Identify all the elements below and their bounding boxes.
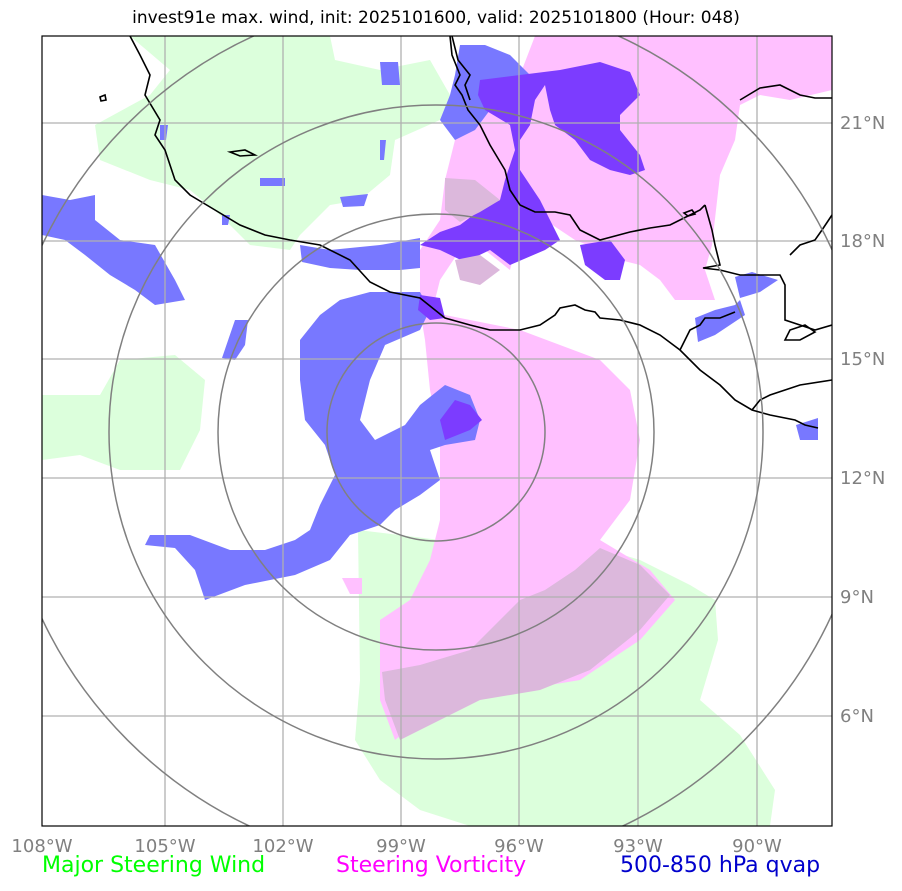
lat-tick: 18°N bbox=[840, 231, 885, 252]
coastlines bbox=[99, 36, 832, 429]
lon-tick: 96°W bbox=[494, 836, 544, 857]
lat-tick: 15°N bbox=[840, 349, 885, 370]
plot-frame bbox=[41, 35, 833, 827]
lon-tick: 102°W bbox=[252, 836, 313, 857]
longitude-ticks: 108°W 105°W 102°W 99°W 96°W 93°W 90°W bbox=[11, 836, 782, 857]
lon-tick: 105°W bbox=[134, 836, 195, 857]
lon-tick: 90°W bbox=[732, 836, 782, 857]
lat-tick: 6°N bbox=[840, 706, 874, 727]
map-title: invest91e max. wind, init: 2025101600, v… bbox=[132, 8, 740, 28]
lat-tick: 21°N bbox=[840, 113, 885, 134]
qvap-field bbox=[42, 45, 818, 600]
latitude-ticks: 21°N 18°N 15°N 12°N 9°N 6°N bbox=[840, 113, 885, 727]
lon-tick: 93°W bbox=[613, 836, 663, 857]
lat-tick: 9°N bbox=[840, 587, 874, 608]
range-rings bbox=[42, 36, 832, 826]
lon-tick: 108°W bbox=[11, 836, 72, 857]
lon-tick: 99°W bbox=[376, 836, 426, 857]
legend-steering-wind: Major Steering Wind bbox=[42, 853, 266, 878]
gridlines bbox=[42, 36, 832, 826]
lat-tick: 12°N bbox=[840, 468, 885, 489]
legend-steering-vorticity: Steering Vorticity bbox=[336, 853, 527, 878]
legend-qvap: 500-850 hPa qvap bbox=[620, 853, 821, 878]
wind-vorticity-overlap bbox=[382, 178, 670, 740]
